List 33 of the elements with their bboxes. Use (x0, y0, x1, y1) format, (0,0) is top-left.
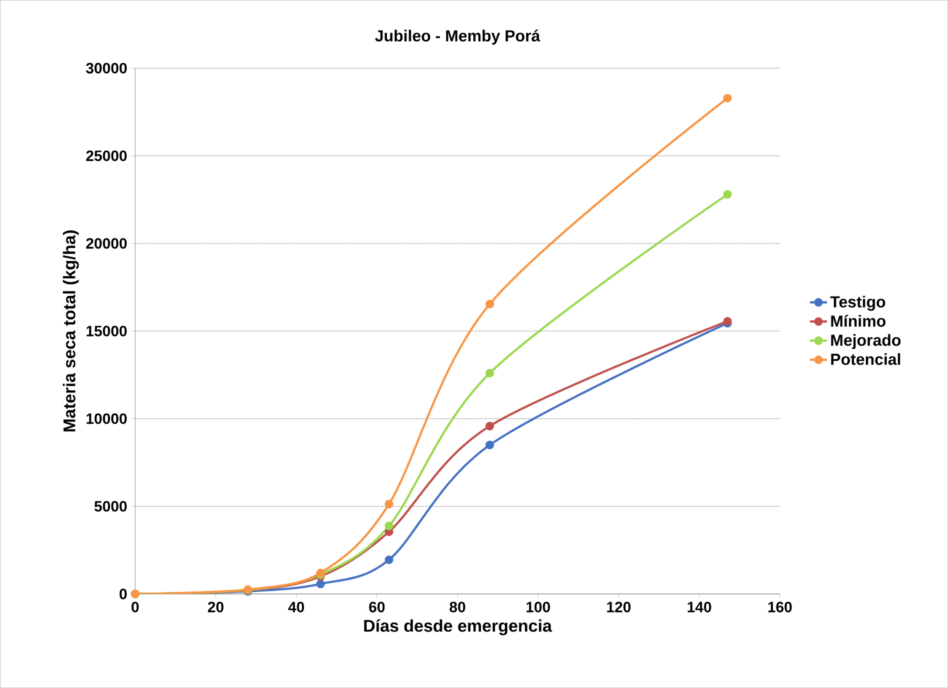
legend-label: Potencial (831, 353, 900, 365)
y-tick-label: 5000 (94, 500, 127, 512)
x-tick-label: 140 (688, 602, 712, 612)
point (384, 555, 394, 564)
point (384, 500, 394, 508)
x-axis-title: Días desde emergencia (364, 619, 552, 636)
point (723, 190, 732, 199)
x-tick-label: 120 (607, 602, 631, 612)
y-tick-label: 15000 (86, 326, 127, 336)
y-tick-label: 0 (120, 588, 127, 600)
y-axis-title: Materia seca total (kg/ha) (62, 230, 79, 432)
point (485, 368, 494, 378)
legend-label: Testigo (830, 296, 886, 311)
point (485, 440, 494, 450)
x-tick-label: 160 (768, 602, 792, 612)
chart-title: Jubileo - Memby Porá (375, 30, 540, 45)
x-tick-label: 100 (526, 602, 550, 612)
y-tick-label: 25000 (86, 150, 127, 162)
y-tick-label: 30000 (86, 62, 127, 74)
x-tick-label: 60 (369, 602, 385, 612)
y-tick-label: 20000 (86, 238, 127, 249)
point (384, 522, 394, 530)
point (723, 94, 732, 102)
point (485, 422, 494, 430)
x-tick-label: 20 (208, 602, 224, 612)
x-tick-label: 80 (450, 602, 466, 612)
x-tick-label: 0 (132, 602, 139, 612)
legend-label: Mínimo (831, 314, 886, 327)
point (485, 300, 494, 308)
point (316, 580, 325, 588)
legend-label: Mejorado (831, 334, 901, 349)
y-tick-label: 10000 (86, 413, 127, 424)
x-tick-label: 40 (288, 602, 304, 612)
